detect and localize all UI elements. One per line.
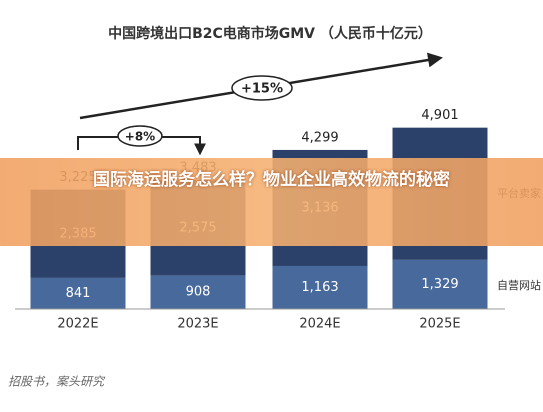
x-tick-label: 2024E (299, 317, 340, 332)
data-label: 908 (186, 285, 211, 300)
source: 招股书，案头研究 (8, 375, 106, 389)
x-tick-label: 2025E (419, 317, 460, 332)
data-label: 841 (66, 286, 91, 301)
x-tick-label: 2022E (57, 317, 98, 332)
banner (0, 158, 543, 246)
legend-label: 自营网站 (497, 278, 541, 292)
annotation-bubble (231, 75, 293, 101)
total-label: 4,901 (421, 108, 458, 123)
x-tick-label: 2023E (177, 317, 218, 332)
bar-segment (30, 277, 126, 309)
annotation-bubble (117, 125, 163, 147)
banner-box: 国际海运服务怎么样？物业企业高效物流的秘密 (93, 170, 450, 190)
data-label: 1,329 (421, 277, 458, 292)
data-label: 1,163 (301, 280, 338, 295)
annotation: +15% (241, 82, 283, 97)
total-label: 4,299 (301, 130, 338, 145)
banner-title: 国际海运服务怎么样？物业企业高效物流的秘密 (93, 170, 450, 190)
bar-segment (150, 275, 246, 309)
chart-title: 中国跨境出口B2C电商市场GMV （人民币十亿元） (108, 25, 432, 42)
bar-segment (392, 259, 488, 309)
annotation: +8% (125, 130, 155, 144)
bar-segment (272, 265, 368, 309)
